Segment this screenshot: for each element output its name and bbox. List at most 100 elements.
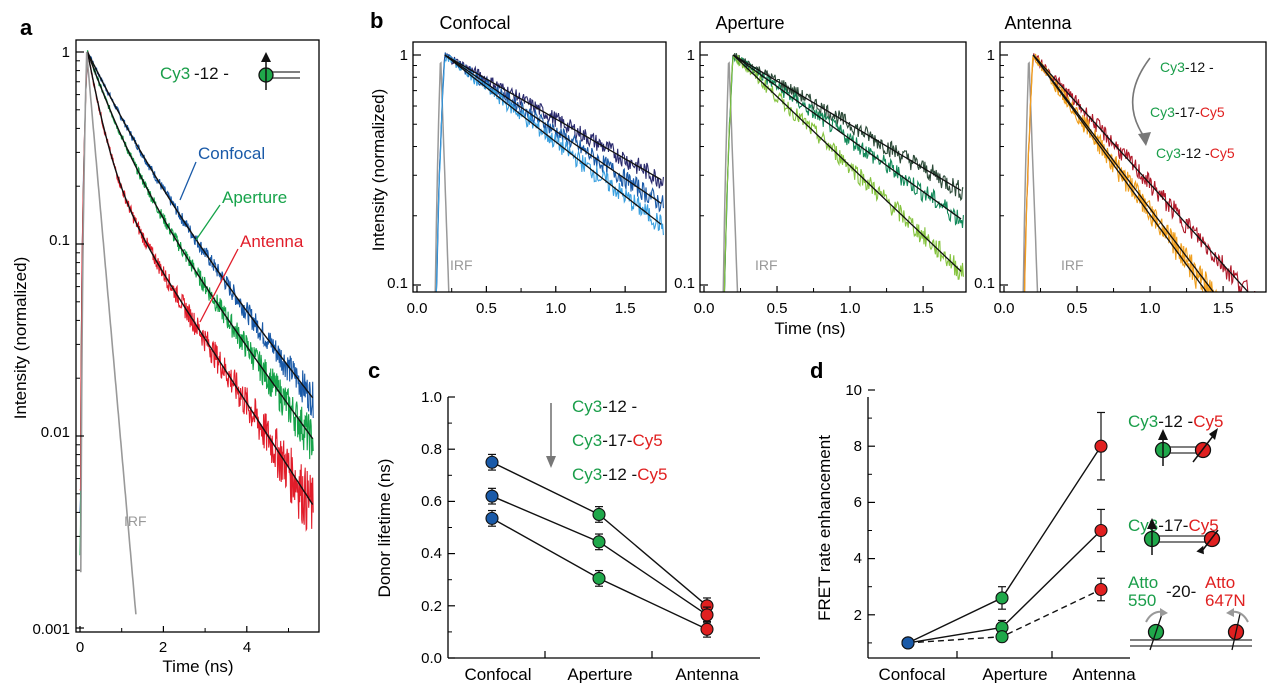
panel-b-xtick: 0.5: [476, 300, 497, 317]
panel-b-ytick: 1: [687, 47, 695, 64]
panel-a-legend-mid: -12 -: [194, 64, 229, 83]
panel-b-ytick: 0.1: [974, 275, 995, 292]
panel-a-xtick: 2: [159, 639, 167, 656]
fit-line-antenna: [86, 51, 314, 505]
panel-c-ticks: [448, 396, 653, 659]
svg-text:Cy3-17-Cy5: Cy3-17-Cy5: [1128, 516, 1219, 535]
data-point: [485, 455, 499, 469]
svg-text:Cy3-12 -Cy5: Cy3-12 -Cy5: [1156, 145, 1235, 161]
panel-c-ytick: 0.4: [421, 545, 442, 562]
panel-c-ytick: 0.8: [421, 441, 442, 458]
panel-a-ytick: 1: [62, 44, 70, 61]
panel-a-label-confocal: Confocal: [198, 144, 265, 163]
svg-text:550: 550: [1128, 591, 1156, 610]
panel-b: Confocal Aperture Antenna 0.0 0.5 1.0 1.5 0.…: [369, 13, 1267, 338]
panel-b-ytick: 0.1: [674, 275, 695, 292]
panel-b-frame-aperture: [699, 41, 967, 293]
data-point: [901, 636, 915, 650]
panel-d-xtick: Antenna: [1072, 665, 1136, 683]
panel-b-xlabel: Time (ns): [774, 319, 845, 338]
panel-a-label-antenna: Antenna: [240, 232, 304, 251]
panel-c-ytick: 0.0: [421, 650, 442, 667]
panel-a-ticks: [76, 51, 289, 632]
panel-c-ytick: 0.2: [421, 598, 442, 615]
panel-b-ytick: 1: [987, 47, 995, 64]
svg-text:Cy3-12 -Cy5: Cy3-12 -Cy5: [1128, 412, 1223, 431]
fit-line: [1032, 54, 1250, 292]
data-point: [700, 608, 714, 622]
panel-b-xtick: 1.5: [1213, 300, 1234, 317]
svg-text:Atto: Atto: [1205, 573, 1235, 592]
panel-b-title-aperture: Aperture: [715, 13, 784, 33]
series-line: [907, 445, 1102, 644]
dna-glyph-icon: [1154, 428, 1218, 466]
panel-c-ylabel: Donor lifetime (ns): [375, 459, 394, 598]
panel-a-xtick: 0: [76, 639, 84, 656]
decay-trace: [435, 52, 664, 292]
data-point: [592, 507, 606, 522]
panel-b-xtick: 1.5: [615, 300, 636, 317]
panel-d-ytick: 6: [854, 494, 862, 511]
panel-a-label-irf: IRF: [124, 513, 147, 529]
panel-d: 2 4 6 8 10 Confocal Aperture Antenna FRE…: [815, 382, 1252, 683]
panel-b-antenna-curves: [1022, 53, 1256, 292]
panel-c-plot: [485, 453, 714, 638]
panel-label-c: c: [368, 358, 380, 383]
panel-b-xtick: 1.0: [545, 300, 566, 317]
decay-trace: [723, 53, 964, 292]
irf-trace: [434, 61, 450, 292]
data-point: [592, 535, 606, 549]
panel-d-xtick: Aperture: [982, 665, 1047, 683]
panel-a-curves: [79, 50, 314, 615]
arrow-icon: [546, 456, 556, 468]
panel-d-legend: Cy3-12 -Cy5 Cy3-17-Cy5: [1128, 412, 1252, 651]
panel-b-ytick: 0.1: [387, 275, 408, 292]
panel-b-xtick: 0.5: [767, 300, 788, 317]
panel-a-xtick: 4: [243, 639, 251, 656]
panel-b-confocal-curves: [434, 52, 664, 292]
dipole-arrow-icon: [261, 52, 271, 62]
panel-b-irf-antenna: IRF: [1061, 257, 1084, 273]
fit-line: [732, 54, 962, 272]
panel-d-ticks: [868, 389, 1053, 658]
decay-trace: [1023, 53, 1256, 292]
fit-line: [444, 54, 662, 225]
fit-line: [444, 54, 662, 204]
panel-a-ytick: 0.1: [49, 232, 70, 249]
panel-d-ytick: 2: [854, 607, 862, 624]
panel-b-ytick: 1: [400, 47, 408, 64]
panel-b-irf-aperture: IRF: [755, 257, 778, 273]
panel-b-frame-antenna: [999, 41, 1267, 293]
svg-text:647N: 647N: [1205, 591, 1246, 610]
panel-c-ytick: 1.0: [421, 389, 442, 406]
fit-line: [1032, 54, 1208, 292]
panel-c: 0.0 0.2 0.4 0.6 0.8 1.0 Confocal Apertur…: [375, 389, 760, 683]
panel-b-xtick: 0.5: [1067, 300, 1088, 317]
panel-d-plot: [901, 411, 1108, 650]
panel-b-xtick: 1.5: [913, 300, 934, 317]
svg-text:Cy3-12 -: Cy3-12 -: [1160, 59, 1214, 75]
panel-a-label-aperture: Aperture: [222, 188, 287, 207]
fit-line: [732, 54, 962, 220]
panel-d-ytick: 10: [845, 382, 862, 399]
panel-b-legend: Cy3-12 - Cy3-17-Cy5 Cy3-12 -Cy5: [1131, 57, 1235, 161]
panel-a-ytick: 0.001: [32, 621, 70, 638]
panel-b-xtick: 1.0: [840, 300, 861, 317]
fit-line: [1032, 54, 1215, 292]
panel-b-title-confocal: Confocal: [439, 13, 510, 33]
panel-d-ylabel: FRET rate enhancement: [815, 435, 834, 621]
fit-line: [732, 54, 962, 192]
fit-line-confocal: [86, 51, 314, 399]
decay-trace-irf: [80, 51, 137, 615]
panel-a-xlabel: Time (ns): [162, 657, 233, 676]
panel-a-frame: [75, 39, 320, 633]
panel-b-aperture-curves: [722, 53, 964, 292]
svg-text:Cy3-12 -Cy5: Cy3-12 -Cy5: [572, 465, 667, 484]
panel-label-a: a: [20, 15, 33, 40]
data-point: [700, 622, 714, 636]
panel-a-dna-glyph: [258, 52, 300, 90]
svg-text:-20-: -20-: [1166, 582, 1196, 601]
panel-b-ticks: [413, 54, 1224, 292]
panel-d-ytick: 4: [854, 550, 862, 567]
panel-c-xtick: Confocal: [464, 665, 531, 683]
